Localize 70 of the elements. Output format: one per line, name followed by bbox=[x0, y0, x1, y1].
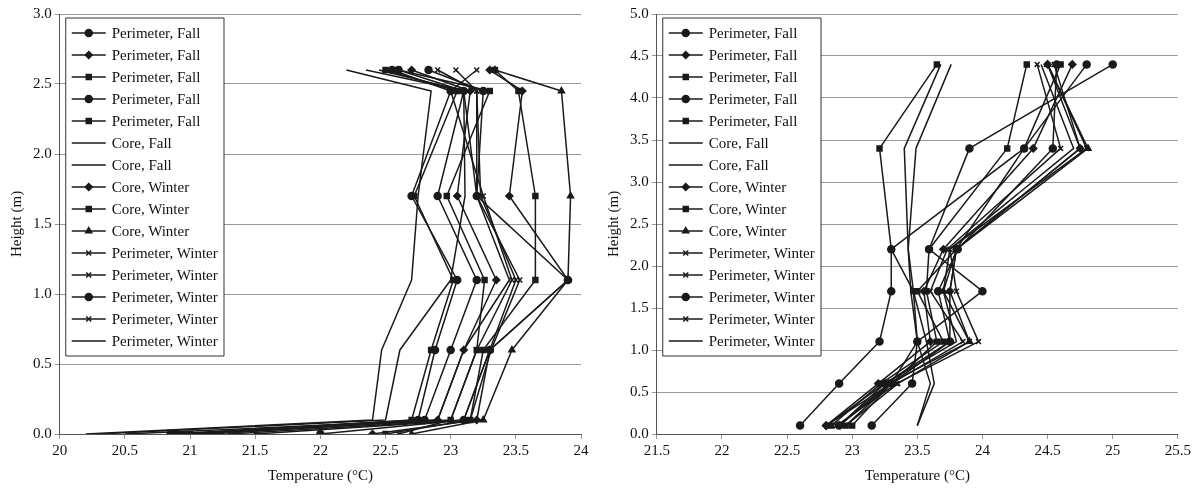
y-tick-label: 1.0 bbox=[33, 284, 52, 301]
x-tick-label: 23.5 bbox=[502, 441, 529, 458]
legend-label: Perimeter, Winter bbox=[708, 310, 815, 327]
x-tick-label: 22.5 bbox=[773, 441, 801, 458]
x-tick-label: 22 bbox=[312, 441, 328, 458]
legend-label: Perimeter, Winter bbox=[708, 244, 815, 261]
x-tick-label: 24 bbox=[573, 441, 589, 458]
legend-label: Perimeter, Fall bbox=[708, 46, 798, 63]
x-tick-label: 25.5 bbox=[1164, 441, 1191, 458]
legend-label: Perimeter, Fall bbox=[708, 112, 798, 129]
y-tick-label: 0.5 bbox=[33, 354, 52, 371]
legend-label: Core, Winter bbox=[708, 222, 787, 239]
y-tick-label: 1.5 bbox=[630, 298, 649, 315]
y-axis-title: Height (m) bbox=[7, 190, 25, 258]
legend-label: Perimeter, Fall bbox=[111, 112, 201, 129]
legend-label: Core, Winter bbox=[708, 200, 787, 217]
legend-label: Perimeter, Fall bbox=[708, 68, 798, 85]
x-tick-label: 22 bbox=[714, 441, 730, 458]
legend-label: Perimeter, Winter bbox=[708, 288, 815, 305]
y-tick-label: 0.0 bbox=[33, 424, 52, 441]
legend-label: Perimeter, Fall bbox=[708, 24, 798, 41]
x-tick-label: 23.5 bbox=[904, 441, 931, 458]
legend-label: Core, Winter bbox=[708, 178, 787, 195]
legend-label: Perimeter, Winter bbox=[111, 266, 218, 283]
x-tick-label: 22.5 bbox=[372, 441, 399, 458]
y-tick-label: 3.0 bbox=[33, 4, 52, 21]
legend-label: Core, Winter bbox=[111, 222, 190, 239]
y-tick-label: 1.0 bbox=[630, 340, 649, 357]
y-tick-label: 2.5 bbox=[630, 214, 649, 231]
x-tick-label: 21 bbox=[182, 441, 198, 458]
y-tick-label: 2.0 bbox=[630, 256, 649, 273]
x-tick-label: 20.5 bbox=[111, 441, 139, 458]
legend-label: Core, Fall bbox=[708, 134, 769, 151]
x-axis-title: Temperature (°C) bbox=[267, 466, 374, 484]
legend-label: Perimeter, Winter bbox=[708, 266, 815, 283]
legend-label: Perimeter, Winter bbox=[111, 332, 218, 349]
y-tick-label: 2.5 bbox=[33, 74, 52, 91]
x-tick-label: 23 bbox=[443, 441, 459, 458]
legend-label: Perimeter, Fall bbox=[111, 68, 201, 85]
legend-label: Perimeter, Winter bbox=[111, 244, 218, 261]
legend-label: Perimeter, Winter bbox=[111, 310, 218, 327]
y-tick-label: 1.5 bbox=[33, 214, 52, 231]
legend-label: Core, Fall bbox=[708, 156, 769, 173]
x-tick-label: 21.5 bbox=[242, 441, 269, 458]
y-axis-title: Height (m) bbox=[604, 190, 622, 258]
legend-label: Core, Fall bbox=[111, 134, 172, 151]
y-tick-label: 3.5 bbox=[630, 130, 649, 147]
x-tick-label: 20 bbox=[52, 441, 68, 458]
x-tick-label: 21.5 bbox=[643, 441, 670, 458]
legend-label: Core, Winter bbox=[111, 178, 190, 195]
legend-label: Perimeter, Winter bbox=[708, 332, 815, 349]
legend-label: Perimeter, Fall bbox=[111, 90, 201, 107]
x-tick-label: 24 bbox=[974, 441, 991, 458]
y-tick-label: 3.0 bbox=[630, 172, 649, 189]
legend-label: Core, Fall bbox=[111, 156, 172, 173]
y-tick-label: 4.5 bbox=[630, 46, 649, 63]
legend-label: Perimeter, Fall bbox=[708, 90, 798, 107]
x-tick-label: 23 bbox=[844, 441, 860, 458]
x-axis-title: Temperature (°C) bbox=[864, 466, 970, 484]
legend-label: Core, Winter bbox=[111, 200, 190, 217]
y-tick-label: 0.5 bbox=[630, 382, 649, 399]
x-tick-label: 24.5 bbox=[1034, 441, 1061, 458]
y-tick-label: 5.0 bbox=[630, 4, 649, 21]
x-tick-label: 25 bbox=[1105, 441, 1121, 458]
y-tick-label: 4.0 bbox=[630, 88, 649, 105]
legend-label: Perimeter, Winter bbox=[111, 288, 218, 305]
legend-label: Perimeter, Fall bbox=[111, 24, 201, 41]
y-tick-label: 2.0 bbox=[33, 144, 52, 161]
legend-label: Perimeter, Fall bbox=[111, 46, 201, 63]
y-tick-label: 0.0 bbox=[630, 424, 649, 441]
